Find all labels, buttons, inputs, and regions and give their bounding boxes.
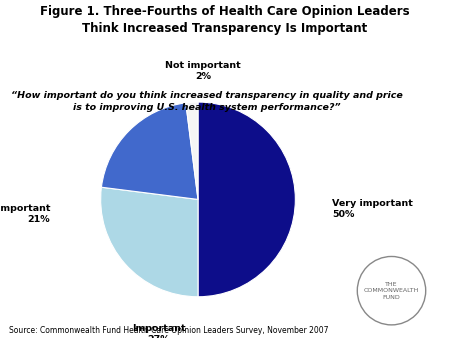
Wedge shape — [186, 102, 198, 199]
Text: Very important
50%: Very important 50% — [333, 199, 413, 219]
Wedge shape — [198, 102, 295, 297]
Text: Somewhat important
21%: Somewhat important 21% — [0, 204, 50, 224]
Text: Source: Commonwealth Fund Health Care Opinion Leaders Survey, November 2007: Source: Commonwealth Fund Health Care Op… — [9, 325, 328, 335]
Text: Figure 1. Three-Fourths of Health Care Opinion Leaders
Think Increased Transpare: Figure 1. Three-Fourths of Health Care O… — [40, 5, 410, 35]
Text: THE
COMMONWEALTH
FUND: THE COMMONWEALTH FUND — [364, 282, 419, 300]
Wedge shape — [101, 187, 198, 297]
Text: Important
27%: Important 27% — [132, 324, 186, 338]
Text: Not important
2%: Not important 2% — [165, 61, 241, 81]
Text: “How important do you think increased transparency in quality and price
is to im: “How important do you think increased tr… — [11, 91, 403, 112]
Wedge shape — [101, 103, 198, 199]
